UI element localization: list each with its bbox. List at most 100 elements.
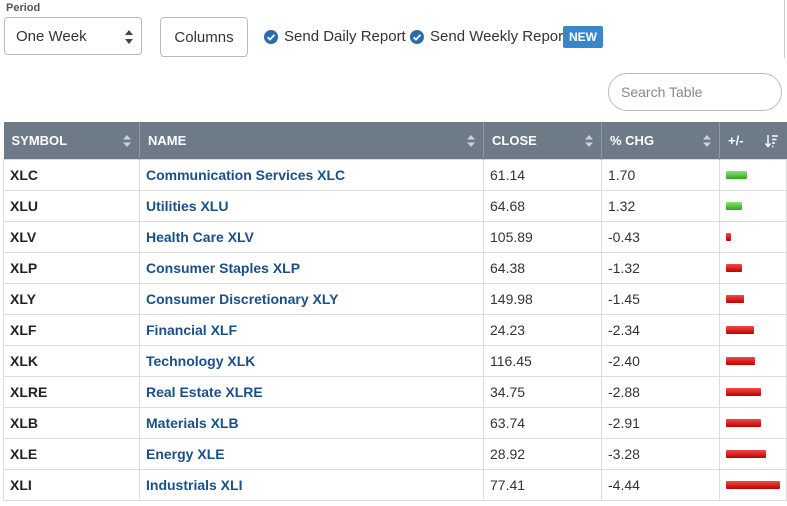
search-input[interactable]	[608, 73, 782, 111]
table-row: XLU Utilities XLU 64.68 1.32	[3, 189, 787, 222]
symbol-cell: XLP	[3, 251, 140, 284]
sort-icon	[585, 135, 593, 147]
name-link[interactable]: Technology XLK	[139, 344, 484, 377]
symbol-cell: XLC	[3, 158, 140, 191]
close-cell: 34.75	[483, 375, 602, 408]
table-row: XLP Consumer Staples XLP 64.38 -1.32	[3, 251, 787, 284]
close-cell: 61.14	[483, 158, 602, 191]
header-symbol-label: SYMBOL	[11, 132, 68, 148]
bar-cell	[719, 189, 787, 222]
bar-cell	[719, 437, 787, 470]
change-bar	[726, 356, 755, 365]
chg-cell: -2.91	[601, 406, 720, 439]
chg-cell: 1.70	[601, 158, 720, 191]
period-select-value: One Week	[16, 28, 87, 45]
name-link[interactable]: Energy XLE	[139, 437, 484, 470]
table-row: XLV Health Care XLV 105.89 -0.43	[3, 220, 787, 253]
chg-cell: -2.34	[601, 313, 720, 346]
header-chg-label: % CHG	[610, 132, 655, 148]
symbol-cell: XLV	[3, 220, 140, 253]
sort-icon	[703, 135, 711, 147]
table-row: XLB Materials XLB 63.74 -2.91	[3, 406, 787, 439]
sector-table: SYMBOL NAME CLOSE % CHG +/-	[3, 122, 787, 501]
check-circle-icon	[410, 29, 424, 44]
chg-cell: -2.88	[601, 375, 720, 408]
bar-cell	[719, 282, 787, 315]
new-badge: NEW	[563, 26, 603, 48]
bar-cell	[719, 251, 787, 284]
close-cell: 64.68	[483, 189, 602, 222]
name-link[interactable]: Materials XLB	[139, 406, 484, 439]
send-daily-label: Send Daily Report	[284, 28, 406, 45]
symbol-cell: XLY	[3, 282, 140, 315]
name-link[interactable]: Utilities XLU	[139, 189, 484, 222]
chg-cell: -1.32	[601, 251, 720, 284]
change-bar	[726, 294, 744, 303]
header-chg[interactable]: % CHG	[601, 122, 720, 159]
symbol-cell: XLI	[3, 468, 140, 501]
close-cell: 63.74	[483, 406, 602, 439]
table-row: XLK Technology XLK 116.45 -2.40	[3, 344, 787, 377]
table-row: XLC Communication Services XLC 61.14 1.70	[3, 158, 787, 191]
select-arrows-icon	[125, 30, 133, 44]
table-row: XLY Consumer Discretionary XLY 149.98 -1.45	[3, 282, 787, 315]
table-row: XLI Industrials XLI 77.41 -4.44	[3, 468, 787, 501]
header-close-label: CLOSE	[492, 132, 537, 148]
close-cell: 77.41	[483, 468, 602, 501]
bar-cell	[719, 406, 787, 439]
close-cell: 28.92	[483, 437, 602, 470]
table-row: XLRE Real Estate XLRE 34.75 -2.88	[3, 375, 787, 408]
bar-cell	[719, 313, 787, 346]
name-link[interactable]: Financial XLF	[139, 313, 484, 346]
symbol-cell: XLF	[3, 313, 140, 346]
columns-button[interactable]: Columns	[160, 17, 248, 57]
table-row: XLE Energy XLE 28.92 -3.28	[3, 437, 787, 470]
send-weekly-checkbox[interactable]: Send Weekly Report	[410, 28, 567, 45]
panel-edge	[784, 0, 787, 58]
name-link[interactable]: Health Care XLV	[139, 220, 484, 253]
close-cell: 149.98	[483, 282, 602, 315]
close-cell: 116.45	[483, 344, 602, 377]
bar-cell	[719, 375, 787, 408]
change-bar	[726, 449, 766, 458]
name-link[interactable]: Communication Services XLC	[139, 158, 484, 191]
symbol-cell: XLU	[3, 189, 140, 222]
header-symbol[interactable]: SYMBOL	[3, 122, 140, 159]
symbol-cell: XLE	[3, 437, 140, 470]
bar-cell	[719, 220, 787, 253]
name-link[interactable]: Industrials XLI	[139, 468, 484, 501]
symbol-cell: XLK	[3, 344, 140, 377]
change-bar	[726, 201, 742, 210]
name-link[interactable]: Consumer Discretionary XLY	[139, 282, 484, 315]
close-cell: 105.89	[483, 220, 602, 253]
close-cell: 24.23	[483, 313, 602, 346]
chg-cell: -4.44	[601, 468, 720, 501]
symbol-cell: XLB	[3, 406, 140, 439]
send-daily-checkbox[interactable]: Send Daily Report	[264, 28, 406, 45]
bar-cell	[719, 158, 787, 191]
header-name-label: NAME	[148, 132, 187, 148]
chg-cell: -2.40	[601, 344, 720, 377]
name-link[interactable]: Consumer Staples XLP	[139, 251, 484, 284]
header-plusminus[interactable]: +/-	[719, 122, 787, 159]
sort-icon	[123, 135, 131, 147]
bar-cell	[719, 468, 787, 501]
symbol-cell: XLRE	[3, 375, 140, 408]
period-label: Period	[6, 2, 41, 14]
table-row: XLF Financial XLF 24.23 -2.34	[3, 313, 787, 346]
header-name[interactable]: NAME	[139, 122, 484, 159]
change-bar	[726, 232, 731, 241]
chg-cell: -1.45	[601, 282, 720, 315]
change-bar	[726, 480, 780, 489]
change-bar	[726, 325, 754, 334]
chg-cell: 1.32	[601, 189, 720, 222]
period-select[interactable]: One Week	[4, 17, 142, 55]
header-close[interactable]: CLOSE	[483, 122, 602, 159]
name-link[interactable]: Real Estate XLRE	[139, 375, 484, 408]
check-circle-icon	[264, 29, 278, 44]
table-header-row: SYMBOL NAME CLOSE % CHG +/-	[3, 122, 787, 159]
change-bar	[726, 263, 742, 272]
sort-descending-icon	[764, 135, 778, 148]
chg-cell: -3.28	[601, 437, 720, 470]
change-bar	[726, 387, 761, 396]
